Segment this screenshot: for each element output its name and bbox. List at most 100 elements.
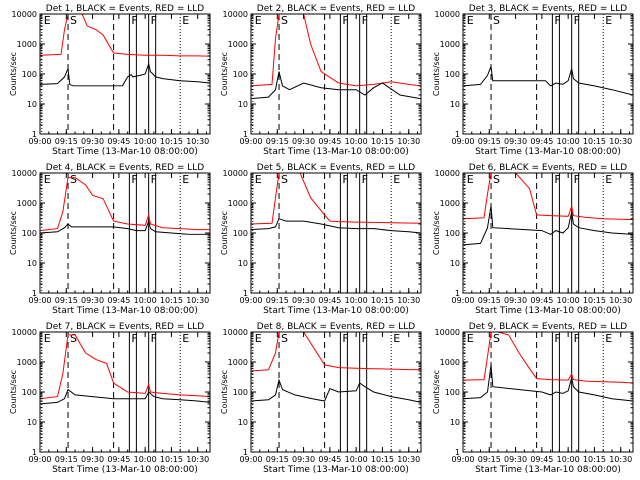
det-2-xtick-label-09:15: 09:15 — [266, 137, 289, 146]
det-5-xlabel: Start Time (13-Mar-10 08:00:00) — [263, 306, 409, 316]
det-6-xlabel: Start Time (13-Mar-10 08:00:00) — [475, 306, 621, 316]
det-5-marker-label-E-8: E — [393, 173, 400, 186]
det-2-marker-label-E-1: E — [255, 14, 262, 27]
det-7-marker-label-E-1: E — [44, 332, 51, 345]
det-8-xtick-label-10:30: 10:30 — [397, 455, 420, 464]
det-3-xtick-label-09:15: 09:15 — [478, 137, 501, 146]
det-5-xtick-label-09:15: 09:15 — [266, 296, 289, 305]
det-9-xtick-label-09:15: 09:15 — [478, 455, 501, 464]
det-6-marker-label-E-8: E — [605, 173, 612, 186]
det-2-ytick-label-10000: 10000 — [223, 10, 248, 19]
det-7-xtick-label-09:15: 09:15 — [55, 455, 78, 464]
det-5-xtick-label-10:00: 10:00 — [345, 296, 368, 305]
det-9-xtick-label-10:00: 10:00 — [557, 455, 580, 464]
det-4-xtick-label-10:30: 10:30 — [186, 296, 209, 305]
det-2-xtick-label-10:00: 10:00 — [345, 137, 368, 146]
det-2-marker-label-F-4: F — [342, 14, 348, 27]
det-2-ytick-label-1: 1 — [243, 130, 248, 139]
det-1-xtick-label-09:15: 09:15 — [55, 137, 78, 146]
det-6-title: Det 6, BLACK = Events, RED = LLD — [469, 163, 628, 173]
det-9-marker-label-F-6: F — [574, 332, 580, 345]
det-9-xtick-label-09:45: 09:45 — [530, 455, 553, 464]
det-8-xtick-label-09:45: 09:45 — [318, 455, 341, 464]
det-2-title: Det 2, BLACK = Events, RED = LLD — [257, 4, 416, 14]
det-4-title: Det 4, BLACK = Events, RED = LLD — [46, 163, 205, 173]
det-4-ylabel: Counts/sec — [9, 211, 18, 255]
det-7-ytick-label-10: 10 — [27, 418, 37, 427]
det-9-xtick-label-09:00: 09:00 — [451, 455, 474, 464]
det-3-xtick-label-09:00: 09:00 — [451, 137, 474, 146]
det-9-xlabel: Start Time (13-Mar-10 08:00:00) — [475, 465, 621, 475]
det-5-marker-label-F-6: F — [362, 173, 368, 186]
det-7-ytick-label-1: 1 — [32, 448, 37, 457]
det-2-marker-label-S-2: S — [281, 14, 288, 27]
det-4-marker-label-F-6: F — [151, 173, 157, 186]
det-7-title: Det 7, BLACK = Events, RED = LLD — [46, 322, 205, 332]
det-3-ytick-label-1000: 1000 — [440, 40, 460, 49]
det-8-marker-label-E-1: E — [255, 332, 262, 345]
det-3-xlabel: Start Time (13-Mar-10 08:00:00) — [475, 147, 621, 157]
det-1-xtick-label-10:30: 10:30 — [186, 137, 209, 146]
det-4-ytick-label-1000: 1000 — [17, 199, 37, 208]
det-2-ytick-label-100: 100 — [233, 70, 248, 79]
det-5-title: Det 5, BLACK = Events, RED = LLD — [257, 163, 416, 173]
det-9-ytick-label-100: 100 — [445, 388, 460, 397]
det-5-ytick-label-10: 10 — [238, 259, 248, 268]
det-6-xtick-label-10:15: 10:15 — [583, 296, 606, 305]
det-2-xtick-label-10:15: 10:15 — [371, 137, 394, 146]
det-3-xtick-label-09:45: 09:45 — [530, 137, 553, 146]
det-4-marker-label-F-4: F — [131, 173, 137, 186]
det-3-ytick-label-100: 100 — [445, 70, 460, 79]
det-4-series-events — [40, 221, 210, 234]
det-6-series-events — [463, 206, 633, 245]
det-3-ytick-label-1: 1 — [455, 130, 460, 139]
det-3-marker-label-F-4: F — [554, 14, 560, 27]
det-4-xtick-label-09:30: 09:30 — [81, 296, 104, 305]
det-6-ytick-label-100: 100 — [445, 229, 460, 238]
det-6-marker-label-E-1: E — [467, 173, 474, 186]
det-4-xtick-label-10:00: 10:00 — [134, 296, 157, 305]
det-7-marker-label-F-6: F — [151, 332, 157, 345]
det-1-series-lld — [40, 14, 210, 56]
det-9-ytick-label-10000: 10000 — [435, 328, 460, 337]
det-5-xtick-label-10:15: 10:15 — [371, 296, 394, 305]
det-6-xtick-label-09:45: 09:45 — [530, 296, 553, 305]
det-4-ytick-label-10: 10 — [27, 259, 37, 268]
det-1-xtick-label-09:45: 09:45 — [107, 137, 130, 146]
det-7-xtick-label-09:30: 09:30 — [81, 455, 104, 464]
det-1-marker-label-F-4: F — [131, 14, 137, 27]
det-6-ytick-label-10: 10 — [450, 259, 460, 268]
det-8-xtick-label-09:30: 09:30 — [292, 455, 315, 464]
det-9-xtick-label-10:30: 10:30 — [609, 455, 632, 464]
det-5-xtick-label-09:45: 09:45 — [318, 296, 341, 305]
det-2-ytick-label-1000: 1000 — [228, 40, 248, 49]
det-3-xtick-label-10:30: 10:30 — [609, 137, 632, 146]
det-2-xtick-label-10:30: 10:30 — [397, 137, 420, 146]
det-4-ytick-label-10000: 10000 — [12, 169, 37, 178]
det-3-xtick-label-10:00: 10:00 — [557, 137, 580, 146]
det-4-marker-label-E-1: E — [44, 173, 51, 186]
det-8-xtick-label-09:00: 09:00 — [239, 455, 262, 464]
det-7-ylabel: Counts/sec — [9, 370, 18, 414]
det-4-ytick-label-1: 1 — [32, 289, 37, 298]
det-7-ytick-label-1000: 1000 — [17, 358, 37, 367]
det-1-ytick-label-1: 1 — [32, 130, 37, 139]
det-5-xtick-label-09:30: 09:30 — [292, 296, 315, 305]
det-8-ytick-label-100: 100 — [233, 388, 248, 397]
det-9-ytick-label-1: 1 — [455, 448, 460, 457]
det-8-series-lld — [251, 332, 421, 371]
det-5-marker-label-S-2: S — [281, 173, 288, 186]
det-9-marker-label-S-2: S — [493, 332, 500, 345]
det-3-ylabel: Counts/sec — [432, 52, 441, 96]
det-3-series-events — [463, 66, 633, 95]
det-5-marker-label-E-1: E — [255, 173, 262, 186]
det-6-xtick-label-09:15: 09:15 — [478, 296, 501, 305]
det-8-series-events — [251, 380, 421, 402]
det-1-title: Det 1, BLACK = Events, RED = LLD — [46, 4, 205, 14]
det-4-marker-label-S-2: S — [70, 173, 77, 186]
det-8-xtick-label-10:00: 10:00 — [345, 455, 368, 464]
det-1-marker-label-E-1: E — [44, 14, 51, 27]
det-7-xtick-label-10:00: 10:00 — [134, 455, 157, 464]
det-1-xtick-label-09:00: 09:00 — [28, 137, 51, 146]
det-8-xtick-label-09:15: 09:15 — [266, 455, 289, 464]
